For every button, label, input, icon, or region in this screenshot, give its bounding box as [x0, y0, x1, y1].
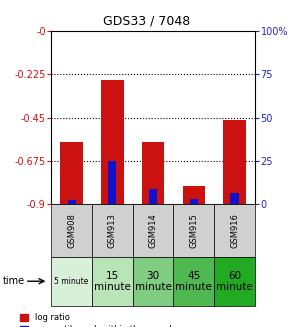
Bar — [68, 199, 76, 204]
Bar — [51, 257, 92, 306]
Bar — [108, 161, 116, 204]
Bar — [214, 204, 255, 257]
Bar — [51, 204, 92, 257]
Bar — [214, 257, 255, 306]
Text: 45
minute: 45 minute — [176, 271, 212, 292]
Text: GSM915: GSM915 — [189, 213, 198, 248]
Text: 5 minute: 5 minute — [54, 277, 89, 286]
Bar — [101, 80, 124, 204]
Text: GSM916: GSM916 — [230, 213, 239, 248]
Text: GDS33 / 7048: GDS33 / 7048 — [103, 15, 190, 28]
Text: GSM913: GSM913 — [108, 213, 117, 248]
Bar — [173, 204, 214, 257]
Text: GSM908: GSM908 — [67, 213, 76, 248]
Bar — [142, 142, 164, 204]
Text: 15
minute: 15 minute — [94, 271, 131, 292]
Text: time: time — [3, 276, 25, 286]
Bar — [173, 257, 214, 306]
Bar — [231, 193, 239, 204]
Bar — [223, 120, 246, 204]
Bar — [190, 198, 198, 204]
Legend: log ratio, percentile rank within the sample: log ratio, percentile rank within the sa… — [19, 312, 178, 327]
Bar — [133, 257, 173, 306]
Bar — [92, 204, 133, 257]
Text: GSM914: GSM914 — [149, 213, 158, 248]
Bar — [183, 186, 205, 204]
Bar — [92, 257, 133, 306]
Bar — [60, 142, 83, 204]
Text: 60
minute: 60 minute — [216, 271, 253, 292]
Bar — [149, 189, 157, 204]
Bar — [133, 204, 173, 257]
Text: 30
minute: 30 minute — [135, 271, 171, 292]
